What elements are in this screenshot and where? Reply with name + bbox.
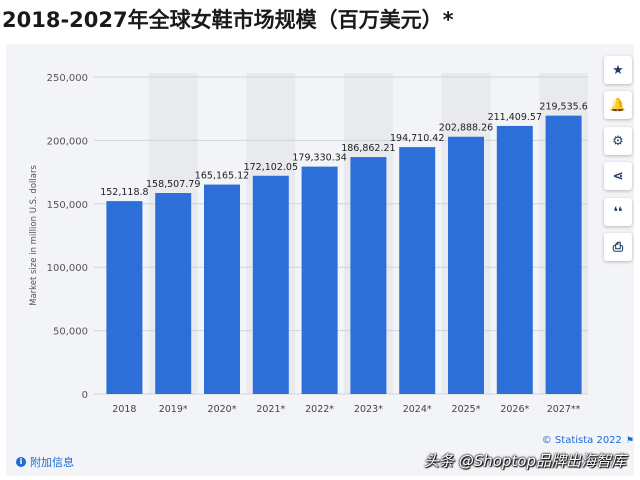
flag-icon: ⚑ [625,436,634,446]
bell-button[interactable]: 🔔 [604,91,632,119]
star-icon: ★ [612,62,624,78]
share-button[interactable]: ⋖ [604,162,632,190]
y-tick-label: 150,000 [47,200,88,211]
quote-button[interactable]: ❛❛ [604,198,632,226]
x-tick-label: 2023* [354,404,383,415]
data-label: 211,409.57 [488,112,542,123]
y-axis-label: Market size in million U.S. dollars [29,165,39,306]
credit-text[interactable]: © Statista 2022 [541,435,622,446]
info-icon: i [16,457,26,467]
x-tick-label: 2019* [159,404,188,415]
additional-info-link[interactable]: i 附加信息 [16,454,74,470]
info-label[interactable]: 附加信息 [30,456,74,469]
data-label: 152,118.8 [100,187,148,198]
bar [252,175,289,394]
bell-icon: 🔔 [609,97,627,113]
bar [155,193,192,394]
x-tick-label: 2027** [547,404,581,415]
bar [106,201,143,394]
print-button[interactable]: ⎙ [604,233,632,261]
quote-icon: ❛❛ [613,204,623,220]
statista-credit[interactable]: © Statista 2022 ⚑ [542,435,634,446]
gear-button[interactable]: ⚙ [604,127,632,155]
x-tick-label: 2021* [256,404,285,415]
bar-chart: 0 50,000 100,000 150,000 200,000 250,000 Marke… [29,73,588,415]
bar [496,125,533,394]
bar [545,115,582,395]
share-icon: ⋖ [612,168,624,184]
x-tick-label: 2025* [452,404,481,415]
gear-icon: ⚙ [612,133,624,149]
data-label: 158,507.79 [146,179,200,190]
data-label: 219,535.6 [539,102,587,113]
data-label: 179,330.34 [292,153,346,164]
bar [448,136,484,395]
x-tick-label: 2024* [403,404,432,415]
star-button[interactable]: ★ [604,56,632,84]
print-icon: ⎙ [612,239,624,255]
chart-title: 2018-2027年全球女鞋市场规模（百万美元）* [2,8,454,32]
x-tick-label: 2022* [305,404,334,415]
chart-card: 0 50,000 100,000 150,000 200,000 250,000 Marke… [6,44,634,476]
y-tick-label: 250,000 [47,73,88,84]
y-tick-label: 0 [82,390,88,401]
x-tick-label: 2026* [500,404,529,415]
y-tick-label: 50,000 [53,327,88,338]
bar [350,157,387,394]
data-label: 202,888.26 [439,123,493,134]
bar [204,184,240,394]
data-label: 172,102.05 [244,162,298,173]
data-label: 194,710.42 [390,133,444,144]
x-tick-label: 2020* [208,404,237,415]
data-label: 186,862.21 [341,143,395,154]
bar [399,147,436,394]
bar [301,166,338,394]
x-tick-label: 2018 [112,404,136,415]
y-tick-label: 100,000 [47,263,88,274]
data-label: 165,165.12 [195,171,249,182]
watermark: 头条 @Shoptop品牌出海智库 [423,452,626,470]
y-tick-label: 200,000 [47,136,88,147]
